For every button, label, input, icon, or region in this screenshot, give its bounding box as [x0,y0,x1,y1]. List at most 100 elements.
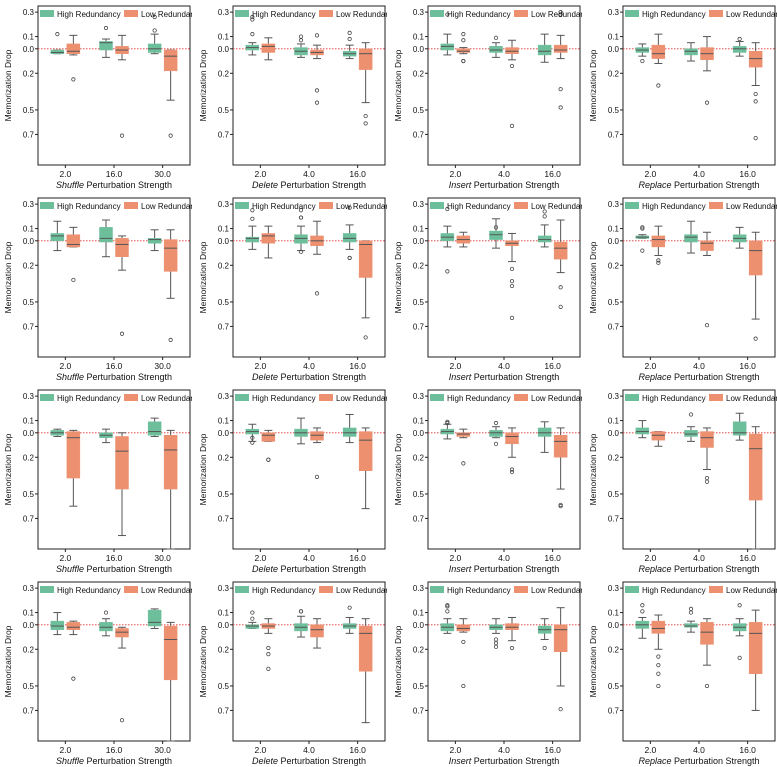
legend-label-high: High Redundancy [447,10,511,19]
legend-swatch-high [40,586,54,593]
legend: High Redundancy Low Redundancy [430,202,582,211]
high-redundancy-box [537,44,552,56]
y-axis-label: Memorization Drop [3,625,13,697]
x-axis-label: Shuffle Perturbation Strength [56,180,172,190]
legend-label-high: High Redundancy [57,10,121,19]
low-redundancy-box [358,431,373,471]
legend-label-low: Low Redundancy [141,586,192,595]
legend: High Redundancy Low Redundancy [40,586,192,595]
y-tick-label: 0.7 [413,514,425,523]
x-tick-label: 2.0 [59,169,71,179]
low-redundancy-outlier [704,323,710,328]
y-tick-label: 0.5 [23,106,35,115]
y-axis-label: Memorization Drop [588,625,598,697]
x-tick-label: 2.0 [449,745,461,755]
high-redundancy-outlier [103,25,109,31]
x-tick-label: 16.0 [349,553,366,563]
legend-swatch-high [235,586,249,593]
legend-swatch-high [625,10,639,17]
low-redundancy-outlier [119,331,125,336]
y-axis-label: Memorization Drop [198,433,208,505]
high-redundancy-outlier [152,14,157,20]
legend-label-high: High Redundancy [252,586,316,595]
x-axis-label-suffix: Perturbation Strength [471,756,559,766]
high-redundancy-box [147,238,162,244]
x-tick-label: 2.0 [59,553,71,563]
high-redundancy-outlier [445,206,450,212]
y-tick-label: 0.3 [413,200,425,209]
high-redundancy-outlier [250,14,255,20]
x-tick-label: 2.0 [254,361,266,371]
legend-label-low: Low Redundancy [336,202,387,211]
low-redundancy-box [358,48,373,70]
low-redundancy-box [505,47,519,54]
legend-label-high: High Redundancy [252,202,316,211]
low-redundancy-outlier [168,133,173,138]
legend-swatch-low [319,394,333,401]
high-redundancy-outlier [298,208,304,213]
chart-panel: 0.3 0.1 0.0 0.2 0.5 0.7 Memorization Drop 2.0 4.… [393,389,582,574]
low-redundancy-outlier [558,304,563,309]
low-redundancy-outlier [509,279,515,284]
x-axis-label: Replace Perturbation Strength [638,372,759,382]
y-tick-label: 0.5 [218,490,230,499]
x-axis-label-operation: Shuffle [56,372,84,382]
high-redundancy-outlier [250,440,255,445]
y-tick-label: 0.7 [23,706,35,715]
chart-panel: 0.3 0.1 0.0 0.2 0.5 0.7 Memorization Drop 2.0 4.… [393,581,582,766]
y-tick-label: 0.7 [218,130,230,139]
x-axis-label: Insert Perturbation Strength [449,180,560,190]
y-tick-label: 0.1 [23,609,35,618]
high-redundancy-box [99,227,113,243]
y-axis-label: Memorization Drop [588,433,598,505]
y-tick-label: 0.1 [23,225,35,234]
x-axis-label-operation: Insert [449,756,472,766]
low-redundancy-outlier [753,336,758,341]
high-redundancy-outlier [445,269,450,274]
low-redundancy-outlier [266,457,271,462]
high-redundancy-outlier [542,209,547,214]
x-tick-label: 2.0 [254,169,266,179]
low-redundancy-outlier [266,666,271,671]
y-tick-label: 0.5 [608,106,620,115]
x-axis-label: Replace Perturbation Strength [638,756,759,766]
high-redundancy-outlier [640,603,645,608]
legend-swatch-low [124,202,138,209]
low-redundancy-box [163,239,178,272]
y-tick-label: 0.7 [413,706,425,715]
x-tick-label: 16.0 [106,361,123,371]
low-redundancy-box [310,431,324,441]
high-redundancy-box [99,622,113,632]
legend-swatch-low [514,394,528,401]
low-redundancy-outlier [461,38,466,43]
y-tick-label: 0.3 [23,392,35,401]
x-tick-label: 4.0 [303,361,315,371]
low-redundancy-outlier [461,683,466,689]
legend: High Redundancy Low Redundancy [235,202,387,211]
high-redundancy-box [489,46,503,53]
low-redundancy-outlier [656,663,661,668]
y-tick-label: 0.5 [218,298,230,307]
legend-label-high: High Redundancy [642,586,706,595]
chart-panel: 0.3 0.1 0.0 0.2 0.5 0.7 Memorization Drop 2.0 4.… [588,389,777,574]
x-axis-label: Shuffle Perturbation Strength [56,564,172,574]
low-redundancy-outlier [363,113,368,119]
x-tick-label: 2.0 [59,361,71,371]
low-redundancy-box [115,238,129,257]
y-tick-label: 0.0 [608,621,620,630]
low-redundancy-outlier [461,58,466,64]
y-tick-label: 0.2 [413,453,425,462]
plot-frame [232,5,386,166]
legend: High Redundancy Low Redundancy [235,586,387,595]
y-tick-label: 0.2 [23,645,35,654]
high-redundancy-outlier [640,609,645,614]
low-redundancy-box [163,49,178,72]
legend-swatch-low [124,586,138,593]
high-redundancy-box [99,41,113,51]
low-redundancy-outlier [704,683,710,689]
legend: High Redundancy Low Redundancy [625,202,777,211]
x-axis-label-operation: Replace [638,564,671,574]
low-redundancy-outlier [314,474,320,479]
legend-label-low: Low Redundancy [726,10,777,19]
y-axis-label: Memorization Drop [393,241,403,313]
